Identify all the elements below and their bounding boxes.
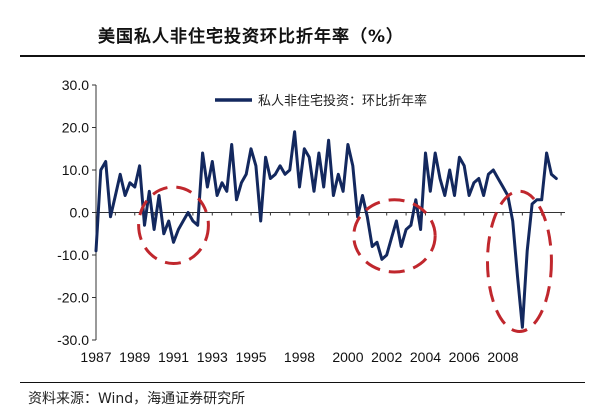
series-layer [94, 130, 558, 329]
x-axis: 1987 1989 1991 1993 1995 1998 2000 2002 2004 2006… [80, 212, 565, 365]
annotation-layer [137, 185, 553, 333]
y-tick-label: -20.0 [57, 290, 89, 306]
y-tick-label: 10.0 [62, 162, 89, 178]
footer-divider [20, 382, 585, 383]
x-tick-label: 2006 [449, 349, 480, 365]
y-tick-label: -10.0 [57, 247, 89, 263]
y-tick-label: 30.0 [62, 77, 89, 93]
y-tick-label: 20.0 [62, 120, 89, 136]
x-tick-label: 1989 [119, 349, 150, 365]
x-tick-label: 1995 [235, 349, 266, 365]
title-divider [20, 55, 585, 57]
y-axis: 30.0 20.0 10.0 0.0 -10.0 -20.0 -30.0 [57, 77, 97, 348]
annotation-ellipse [137, 185, 210, 265]
x-tick-label: 2008 [487, 349, 518, 365]
y-tick-label: 0.0 [70, 205, 90, 221]
x-tick-label: 1991 [158, 349, 189, 365]
x-tick-label: 1998 [284, 349, 315, 365]
x-tick-label: 2000 [332, 349, 363, 365]
annotation-ellipse [485, 189, 553, 333]
legend-label: 私人非住宅投资：环比折年率 [258, 93, 427, 109]
annotation-ellipse [352, 198, 437, 274]
x-tick-label: 1993 [197, 349, 228, 365]
chart-title: 美国私人非住宅投资环比折年率（%） [98, 27, 405, 47]
x-tick-label: 1987 [80, 349, 111, 365]
x-tick-label: 2002 [371, 349, 402, 365]
y-tick-label: -30.0 [57, 332, 89, 348]
legend: 私人非住宅投资：环比折年率 [215, 93, 427, 109]
x-tick-label: 2004 [410, 349, 441, 365]
source-note: 资料来源：Wind，海通证券研究所 [28, 391, 246, 407]
series-line [94, 130, 558, 329]
